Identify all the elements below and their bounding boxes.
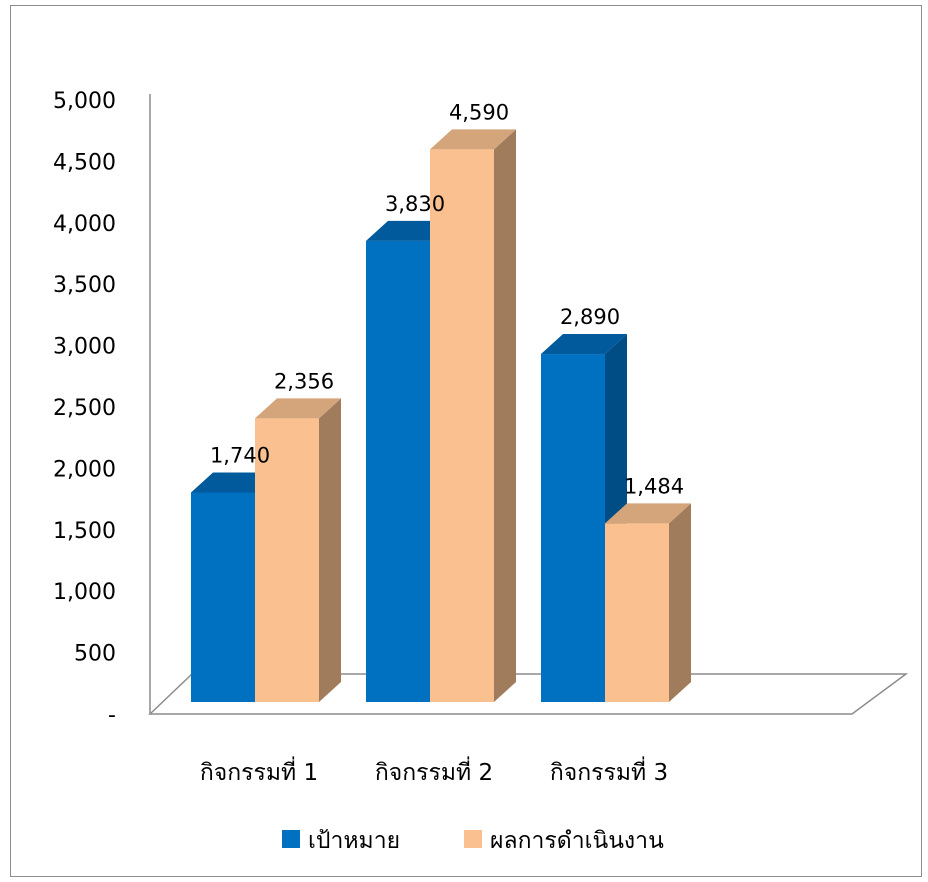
bar-side-face (494, 129, 516, 702)
legend-item: เป้าหมาย (282, 828, 400, 854)
data-label: 1,484 (624, 474, 684, 498)
bars (191, 129, 691, 703)
chart-floor (148, 673, 909, 715)
legend-swatch (464, 830, 482, 848)
data-label: 3,830 (385, 192, 445, 216)
chart-floor-plane (148, 673, 909, 715)
data-label: 1,740 (210, 444, 270, 468)
y-tick-label: 2,000 (53, 457, 116, 482)
legend-label: เป้าหมาย (308, 828, 400, 854)
y-axis: - 500 1,000 1,500 2,000 2,500 3,000 3,500 4,000 4… (53, 89, 151, 728)
legend-label: ผลการดำเนินงาน (490, 828, 664, 854)
bar (430, 129, 516, 702)
bar-side-face (669, 503, 691, 702)
y-tick-label: - (108, 703, 116, 728)
bar-front-face (366, 240, 430, 703)
legend: เป้าหมาย ผลการดำเนินงาน (282, 828, 664, 854)
data-label: 4,590 (449, 100, 509, 124)
x-tick-label: กิจกรรมที่ 1 (200, 756, 318, 786)
x-axis: กิจกรรมที่ 1 กิจกรรมที่ 2 กิจกรรมที่ 3 (200, 756, 668, 786)
y-tick-label: 500 (74, 642, 116, 667)
bar-front-face (430, 149, 494, 702)
bar-front-face (605, 523, 669, 702)
y-tick-label: 1,500 (53, 519, 116, 544)
legend-item: ผลการดำเนินงาน (464, 828, 664, 854)
bar-front-face (541, 354, 605, 702)
y-tick-label: 4,500 (53, 150, 116, 175)
y-tick-label: 3,500 (53, 273, 116, 298)
bar-front-face (255, 418, 319, 702)
y-tick-label: 1,000 (53, 580, 116, 605)
bar-top-face (430, 129, 516, 150)
data-label: 2,890 (560, 305, 620, 329)
legend-swatch (282, 830, 300, 848)
x-tick-label: กิจกรรมที่ 2 (375, 756, 493, 786)
bar (605, 503, 691, 702)
x-tick-label: กิจกรรมที่ 3 (550, 756, 668, 786)
data-label: 2,356 (274, 369, 334, 393)
bar (255, 398, 341, 702)
bar-top-face (605, 503, 691, 524)
bar-top-face (255, 398, 341, 419)
y-tick-label: 5,000 (53, 89, 116, 114)
y-tick-label: 2,500 (53, 396, 116, 421)
y-tick-label: 3,000 (53, 335, 116, 360)
data-labels: 1,740 2,356 3,830 4,590 2,890 1,484 (210, 100, 684, 498)
bar-side-face (319, 398, 341, 702)
bar-front-face (191, 492, 255, 702)
bar-top-face (541, 334, 627, 355)
y-tick-label: 4,000 (53, 212, 116, 237)
